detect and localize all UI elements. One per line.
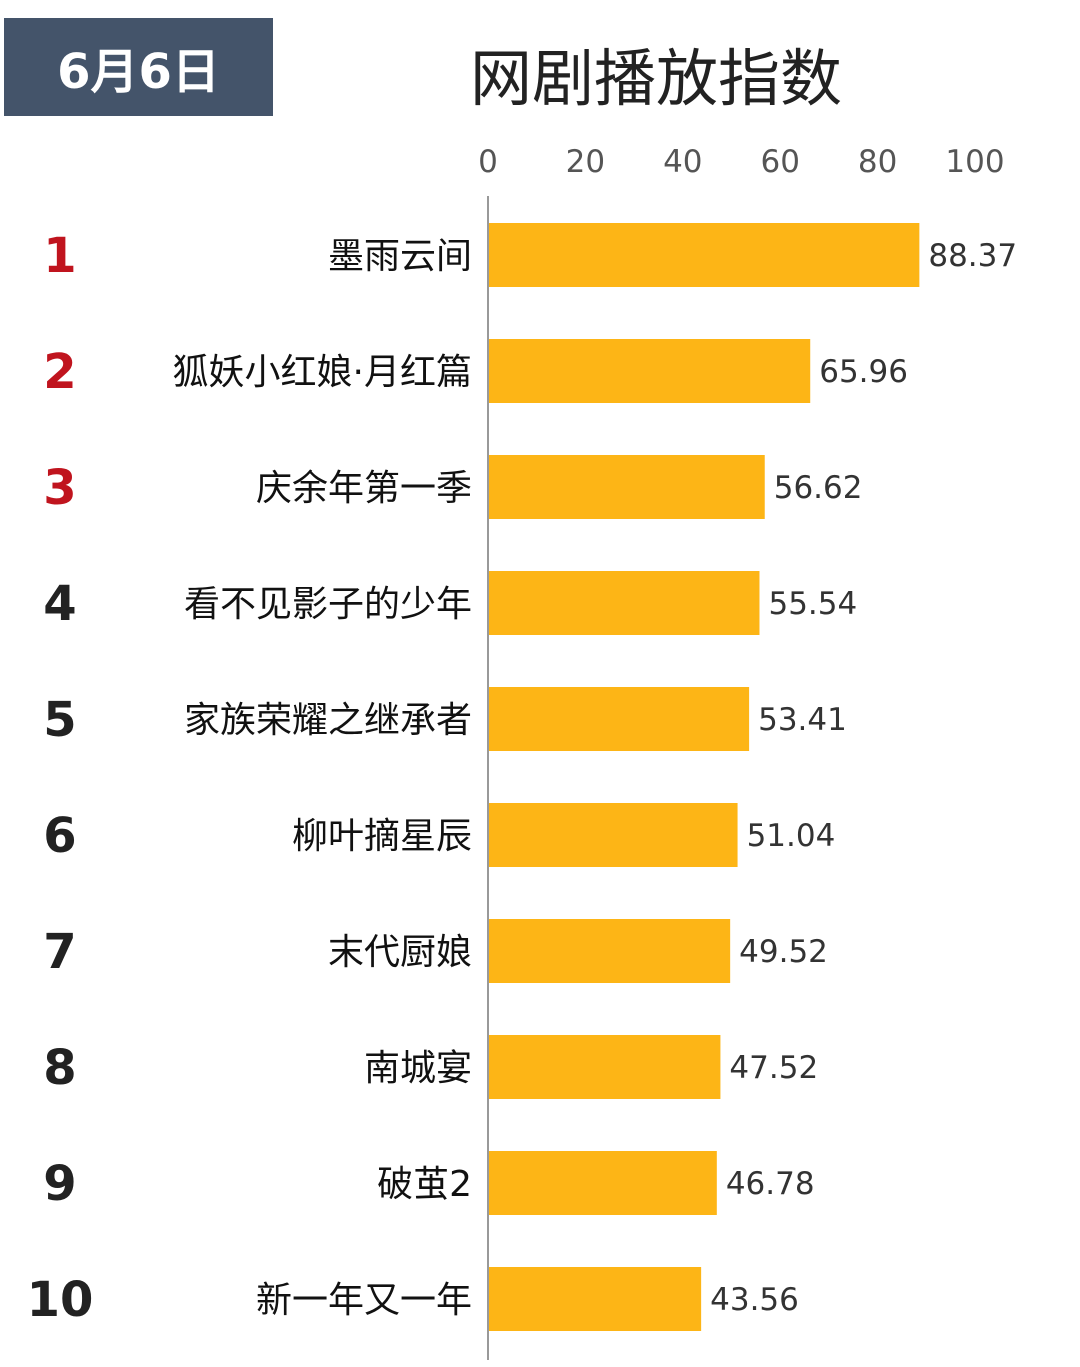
rank-label: 6	[43, 808, 76, 864]
value-label: 49.52	[739, 934, 828, 970]
x-tick-label: 100	[945, 144, 1004, 180]
bar	[489, 571, 760, 635]
value-label: 53.41	[758, 702, 847, 738]
category-label: 破茧2	[377, 1164, 472, 1205]
value-label: 55.54	[768, 586, 857, 622]
value-label: 47.52	[729, 1050, 818, 1086]
chart-rows: 1 墨雨云间 88.37 2 狐妖小红娘·月红篇 65.96 3 庆余年第一季 56.62 4 看不…	[27, 223, 1017, 1331]
rank-label: 2	[43, 344, 76, 400]
chart-row: 7 末代厨娘 49.52	[43, 919, 828, 983]
date-label: 6月6日	[57, 44, 220, 100]
rank-label: 9	[43, 1156, 76, 1212]
category-label: 末代厨娘	[328, 932, 472, 973]
x-tick-label: 40	[663, 144, 702, 180]
category-label: 庆余年第一季	[256, 468, 472, 509]
chart-row: 9 破茧2 46.78	[43, 1151, 815, 1215]
category-label: 新一年又一年	[256, 1280, 472, 1321]
value-label: 43.56	[710, 1282, 799, 1318]
bar	[489, 687, 750, 751]
chart-row: 8 南城宴 47.52	[43, 1035, 818, 1099]
x-tick-label: 60	[760, 144, 799, 180]
category-label: 柳叶摘星辰	[292, 816, 472, 857]
value-label: 46.78	[726, 1166, 815, 1202]
chart-row: 4 看不见影子的少年 55.54	[43, 571, 857, 635]
category-label: 看不见影子的少年	[184, 584, 472, 625]
bar	[489, 339, 811, 403]
value-label: 65.96	[819, 354, 908, 390]
rank-label: 7	[43, 924, 76, 980]
value-label: 56.62	[774, 470, 863, 506]
rank-label: 10	[27, 1272, 94, 1328]
chart-row: 6 柳叶摘星辰 51.04	[43, 803, 835, 867]
bar	[489, 455, 765, 519]
chart-row: 10 新一年又一年 43.56	[27, 1267, 799, 1331]
chart-row: 2 狐妖小红娘·月红篇 65.96	[43, 339, 908, 403]
rank-label: 3	[43, 460, 76, 516]
value-label: 51.04	[747, 818, 836, 854]
category-label: 墨雨云间	[328, 236, 472, 277]
rank-label: 5	[43, 692, 76, 748]
rank-label: 1	[43, 228, 76, 284]
bar	[489, 1267, 702, 1331]
chart-row: 5 家族荣耀之继承者 53.41	[43, 687, 847, 751]
bar	[489, 1035, 721, 1099]
x-tick-label: 0	[478, 144, 498, 180]
rank-label: 4	[43, 576, 76, 632]
chart-row: 1 墨雨云间 88.37	[43, 223, 1017, 287]
category-label: 南城宴	[364, 1048, 472, 1089]
x-axis-ticks: 0 20 40 60 80 100	[478, 144, 1004, 180]
x-tick-label: 80	[858, 144, 897, 180]
date-badge: 6月6日	[4, 18, 273, 116]
value-label: 88.37	[928, 238, 1017, 274]
category-label: 狐妖小红娘·月红篇	[173, 352, 472, 393]
rank-label: 8	[43, 1040, 76, 1096]
category-label: 家族荣耀之继承者	[184, 700, 472, 741]
chart-title: 网剧播放指数	[470, 42, 843, 115]
chart-row: 3 庆余年第一季 56.62	[43, 455, 862, 519]
bar	[489, 223, 920, 287]
bar	[489, 803, 738, 867]
bar	[489, 919, 731, 983]
x-tick-label: 20	[566, 144, 605, 180]
bar	[489, 1151, 717, 1215]
